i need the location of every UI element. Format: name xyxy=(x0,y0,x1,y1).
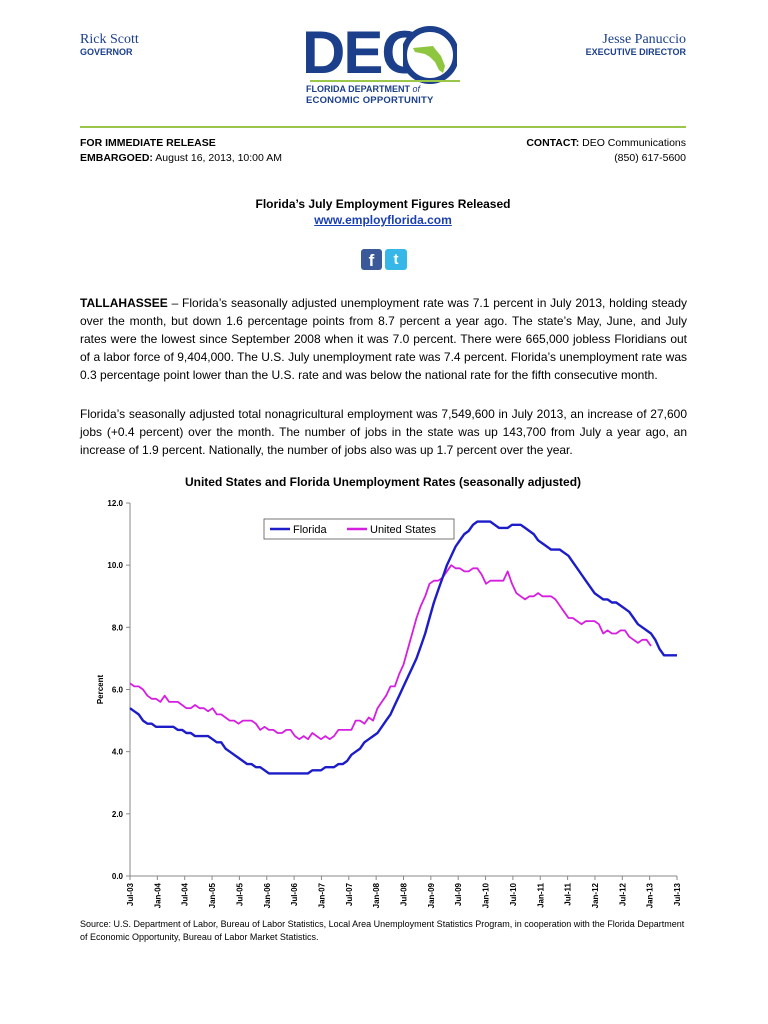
series-line-florida xyxy=(129,520,677,775)
y-tick-label: 10.0 xyxy=(107,561,123,570)
x-tick-label: Jul-05 xyxy=(235,882,244,906)
contact-line: CONTACT: DEO Communications xyxy=(526,137,686,149)
x-tick-label: Jan-07 xyxy=(317,882,326,908)
headline-link-wrap: www.employflorida.com xyxy=(80,213,686,227)
paragraph-2: Florida’s seasonally adjusted total nona… xyxy=(80,407,687,457)
x-tick-label: Jul-04 xyxy=(181,882,190,906)
logo-line1: FLORIDA DEPARTMENT of xyxy=(306,84,421,94)
unemployment-chart: 0.0 2.0 4.0 6.0 8.0 10.0 12.0 Jul-03 Jan-04 Jul-0… xyxy=(96,499,682,908)
paragraph-1: TALLAHASSEE – Florida’s seasonally adjus… xyxy=(80,296,687,382)
employflorida-link[interactable]: www.employflorida.com xyxy=(314,213,452,227)
florida-globe-icon xyxy=(403,26,457,84)
y-tick-label: 8.0 xyxy=(112,623,124,632)
embargo-line: EMBARGOED: August 16, 2013, 10:00 AM xyxy=(80,152,282,164)
headline-title: Florida’s July Employment Figures Releas… xyxy=(255,197,511,211)
legend-label: United States xyxy=(370,524,437,536)
governor-title: GOVERNOR xyxy=(80,47,133,57)
source-note: Source: U.S. Department of Labor, Bureau… xyxy=(80,919,685,942)
x-tick-label: Jul-09 xyxy=(454,882,463,906)
x-tick-label: Jan-13 xyxy=(646,882,655,908)
x-tick-label: Jan-11 xyxy=(536,882,545,907)
series-line-united-states xyxy=(129,564,652,741)
x-tick-label: Jan-09 xyxy=(427,882,436,908)
x-tick-label: Jul-03 xyxy=(126,882,135,906)
y-tick-label: 0.0 xyxy=(112,872,124,881)
x-tick-label: Jul-10 xyxy=(509,882,518,906)
y-tick-label: 4.0 xyxy=(112,748,124,757)
chart-title: United States and Florida Unemployment R… xyxy=(184,475,582,489)
logo-rule xyxy=(310,80,460,82)
x-tick-label: Jan-04 xyxy=(153,882,162,908)
x-tick-label: Jan-08 xyxy=(372,882,381,908)
x-tick-label: Jan-10 xyxy=(482,882,491,908)
y-axis-label: Percent xyxy=(96,674,105,704)
contact-phone: (850) 617-5600 xyxy=(614,152,686,164)
x-tick-label: Jan-05 xyxy=(208,882,217,908)
x-tick-label: Jul-12 xyxy=(618,882,627,906)
y-tick-label: 6.0 xyxy=(112,686,124,695)
legend-label: Florida xyxy=(293,524,328,536)
director-title: EXECUTIVE DIRECTOR xyxy=(585,47,686,57)
x-tick-label: Jan-06 xyxy=(263,882,272,908)
x-tick-label: Jul-06 xyxy=(290,882,299,906)
deo-logo: DEO FLORIDA DEPARTMENT of ECONOMIC OPPOR… xyxy=(300,19,460,114)
release-label: FOR IMMEDIATE RELEASE xyxy=(80,137,216,149)
y-tick-label: 12.0 xyxy=(107,499,123,508)
x-tick-label: Jul-11 xyxy=(564,882,573,905)
y-tick-label: 2.0 xyxy=(112,810,124,819)
logo-line2: ECONOMIC OPPORTUNITY xyxy=(306,95,434,106)
twitter-icon[interactable]: t xyxy=(385,249,407,270)
director-name: Jesse Panuccio xyxy=(602,32,686,47)
x-tick-label: Jul-13 xyxy=(673,882,682,906)
x-tick-label: Jan-12 xyxy=(591,882,600,908)
x-tick-label: Jul-08 xyxy=(400,882,409,906)
header-divider xyxy=(80,126,686,128)
x-tick-label: Jul-07 xyxy=(345,882,354,906)
governor-name: Rick Scott xyxy=(80,32,139,47)
facebook-icon[interactable]: f xyxy=(361,249,382,270)
